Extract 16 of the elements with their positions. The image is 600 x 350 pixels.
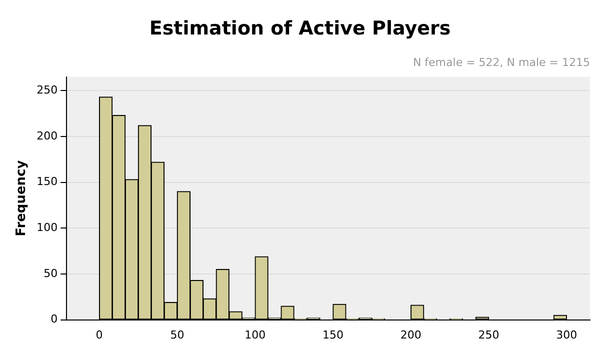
y-tick-label: 50: [44, 266, 58, 280]
x-tick-label: 150: [322, 328, 344, 342]
chart-title: Estimation of Active Players: [149, 17, 451, 40]
x-tick-label: 50: [170, 328, 184, 342]
x-tick-label: 100: [244, 328, 266, 342]
y-tick-label: 200: [36, 129, 58, 142]
x-tick-label: 200: [400, 328, 422, 342]
y-tick-label: 150: [36, 175, 58, 188]
x-tick-label: 300: [556, 328, 578, 342]
y-axis-title: Frequency: [14, 160, 30, 236]
y-tick-label: 100: [36, 220, 58, 234]
y-tick-label: 250: [36, 83, 58, 96]
x-tick-label: 250: [478, 328, 500, 342]
y-tick-label: 0: [50, 312, 58, 326]
text: N female = 522, N male = 1215: [412, 56, 590, 69]
x-tick-label: 0: [96, 328, 103, 342]
